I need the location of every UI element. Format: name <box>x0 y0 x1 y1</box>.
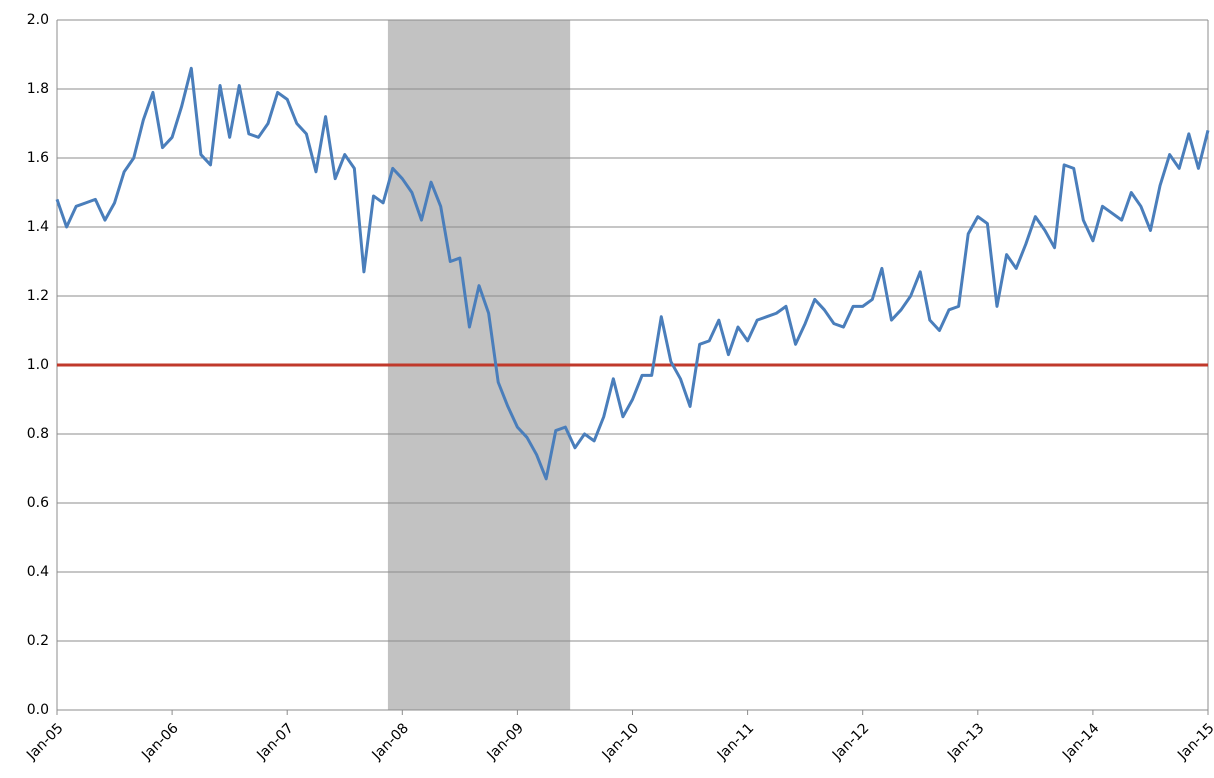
y-tick-label: 1.0 <box>27 357 49 373</box>
x-tick-label: Jan-06 <box>138 720 182 764</box>
y-tick-label: 0.4 <box>27 564 49 580</box>
x-tick-label: Jan-14 <box>1059 720 1103 764</box>
y-tick-label: 0.2 <box>27 633 49 649</box>
y-tick-label: 0.0 <box>27 702 49 718</box>
x-tick-label: Jan-15 <box>1174 720 1214 763</box>
y-tick-label: 1.6 <box>27 150 49 166</box>
x-tick-label: Jan-07 <box>253 720 296 763</box>
x-tick-label: Jan-11 <box>714 720 757 763</box>
x-tick-label: Jan-08 <box>369 720 412 763</box>
y-tick-label: 0.8 <box>27 426 49 442</box>
data-line <box>55 66 1210 481</box>
y-tick-label: 2.0 <box>27 12 49 28</box>
y-tick-label: 0.6 <box>27 495 49 511</box>
y-tick-label: 1.8 <box>27 81 49 97</box>
x-tick-label: Jan-12 <box>829 720 872 763</box>
x-tick-label: Jan-10 <box>599 720 642 763</box>
y-tick-label: 1.4 <box>27 219 49 235</box>
x-tick-label: Jan-05 <box>23 720 66 763</box>
y-tick-label: 1.2 <box>27 288 49 304</box>
x-tick-label: Jan-13 <box>944 720 987 763</box>
x-tick-label: Jan-09 <box>484 720 527 763</box>
